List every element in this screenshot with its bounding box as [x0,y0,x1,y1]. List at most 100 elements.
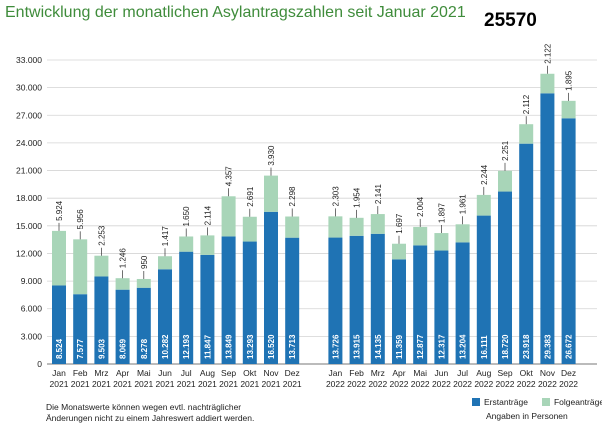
x-tick-label-month: Jun [158,368,172,378]
x-tick-label-year: 2021 [283,379,302,389]
data-label-erstantraege: 13.915 [353,334,362,359]
data-label-folgeantraege: 1.246 [119,248,128,269]
bar-erstantraege [94,276,109,364]
y-tick-label: 6.000 [21,304,43,314]
data-label-folgeantraege: 5.924 [55,200,64,221]
x-tick-label-year: 2022 [517,379,536,389]
data-label-erstantraege: 13.204 [459,334,468,359]
bar-erstantraege [221,236,236,364]
unit-note: Angaben in Personen [486,411,568,421]
data-label-folgeantraege: 2.251 [501,140,510,161]
bar-erstantraege [498,191,512,364]
x-tick-label-month: Sep [221,368,236,378]
data-label-folgeantraege: 1.954 [353,187,362,208]
bar-folgeantraege [158,256,172,270]
legend-swatch-erst [472,398,480,406]
bar-erstantraege [73,294,88,364]
x-tick-label-month: Jul [457,368,468,378]
x-tick-label-month: Nov [540,368,556,378]
bar-erstantraege [519,143,534,364]
bar-erstantraege [264,211,278,364]
x-tick-label-year: 2022 [368,379,387,389]
data-label-folgeantraege: 1.897 [437,202,446,223]
data-label-erstantraege: 11.359 [395,334,404,359]
x-tick-label-month: Mai [137,368,151,378]
data-label-folgeantraege: 2.298 [288,186,297,207]
bar-erstantraege [476,215,491,364]
x-tick-label-year: 2021 [113,379,132,389]
data-label-erstantraege: 16.111 [480,335,489,359]
bar-folgeantraege [73,239,88,295]
bar-erstantraege [540,93,555,364]
data-label-folgeantraege: 2.691 [246,186,255,207]
bar-folgeantraege [370,214,385,234]
bar-erstantraege [328,237,343,364]
bar-folgeantraege [561,100,576,119]
data-label-folgeantraege: 2.253 [97,225,106,246]
x-tick-label-month: Feb [349,368,364,378]
bar-erstantraege [136,287,151,364]
bar-erstantraege [242,241,257,364]
bar-folgeantraege [136,278,151,288]
y-tick-label: 21.000 [16,166,42,176]
x-tick-label-year: 2021 [240,379,259,389]
bar-folgeantraege [115,278,130,290]
bar-folgeantraege [349,217,364,236]
x-tick-label-month: Apr [116,368,129,378]
x-tick-label-month: Mai [413,368,427,378]
data-label-erstantraege: 16.520 [267,334,276,359]
x-tick-label-month: Jan [52,368,66,378]
x-tick-label-month: Dez [285,368,300,378]
bar-folgeantraege [200,235,215,255]
data-label-erstantraege: 13.849 [225,334,234,359]
y-tick-label: 30.000 [16,83,42,93]
y-tick-label: 0 [37,359,42,369]
data-label-folgeantraege: 2.303 [331,186,340,207]
y-tick-label: 15.000 [16,221,42,231]
data-label-folgeantraege: 3.930 [267,145,276,166]
bar-folgeantraege [540,73,555,94]
footnote: Die Monatswerte können wegen evtl. nacht… [46,402,255,423]
data-label-folgeantraege: 1.961 [459,194,468,215]
data-label-erstantraege: 10.282 [161,334,170,359]
bar-erstantraege [561,118,576,364]
bar-folgeantraege [52,230,66,286]
y-tick-label: 24.000 [16,138,42,148]
x-tick-label-month: Aug [200,368,215,378]
x-tick-label-year: 2022 [559,379,578,389]
x-tick-label-year: 2021 [262,379,281,389]
legend-label-erst: Erstanträge [484,397,528,407]
data-label-folgeantraege: 2.244 [480,164,489,185]
code-label: 25570 [484,10,537,31]
x-tick-label-year: 2022 [390,379,409,389]
bar-folgeantraege [434,233,449,251]
bar-erstantraege [413,245,428,364]
legend: Erstanträge Folgeanträge [472,397,602,407]
bar-erstantraege [200,254,215,364]
bar-folgeantraege [392,243,406,260]
bar-erstantraege [179,251,194,364]
data-label-erstantraege: 9.503 [97,338,106,359]
y-tick-label: 3.000 [21,331,43,341]
x-tick-label-year: 2021 [198,379,217,389]
x-tick-label-year: 2022 [347,379,366,389]
y-tick-label: 9.000 [21,276,43,286]
data-label-erstantraege: 23.918 [522,334,531,359]
bar-erstantraege [455,242,470,364]
x-tick-label-year: 2022 [453,379,472,389]
bar-folgeantraege [498,170,512,192]
y-tick-label: 33.000 [16,55,42,65]
x-tick-label-month: Sep [497,368,512,378]
data-label-folgeantraege: 1.417 [161,226,170,247]
data-label-erstantraege: 12.877 [416,334,425,359]
x-tick-label-year: 2021 [219,379,238,389]
x-tick-label-year: 2021 [50,379,69,389]
x-tick-label-month: Jun [435,368,449,378]
bar-folgeantraege [328,216,343,238]
x-tick-label-month: Feb [73,368,88,378]
x-tick-label-month: Okt [243,368,257,378]
x-tick-label-year: 2022 [474,379,493,389]
data-label-erstantraege: 29.383 [543,334,552,359]
bar-folgeantraege [519,124,534,144]
bar-erstantraege [115,289,130,364]
